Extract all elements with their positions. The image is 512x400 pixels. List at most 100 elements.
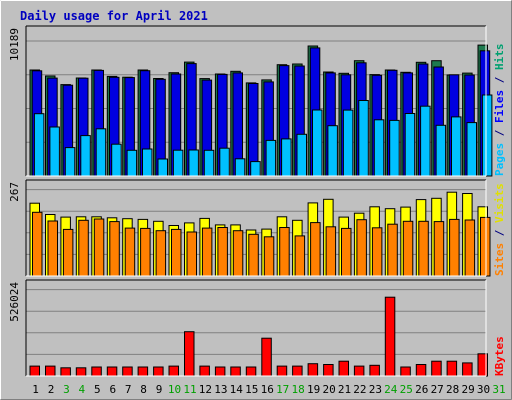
- plot-area: [26, 280, 486, 376]
- bar-sites-day-25: [402, 220, 414, 277]
- x-tick-label-day-12: 12: [199, 383, 212, 396]
- axis-label-part: /: [493, 70, 506, 90]
- x-tick-label-day-8: 8: [140, 383, 147, 396]
- bar-kbytes-day-24: [384, 296, 396, 377]
- x-tick-label-day-26: 26: [415, 383, 428, 396]
- bar-pages-day-9: [157, 158, 168, 177]
- bar-pages-day-15: [250, 161, 261, 177]
- bar-sites-day-20: [325, 226, 337, 277]
- bar-pages-day-3: [64, 147, 76, 177]
- bar-sites-day-1: [32, 211, 43, 277]
- panel-axis-label: KBytes: [493, 336, 506, 376]
- bar-sites-day-26: [418, 220, 429, 277]
- bar-sites-day-30: [480, 216, 491, 277]
- panel-visits-sites: 267 Sites / Visits: [8, 179, 506, 277]
- chart-panels: 10189 Pages / Files / Hits 267 Sites / Visi…: [8, 25, 506, 377]
- bar-pages-day-11: [188, 149, 199, 177]
- bar-sites-day-15: [248, 233, 259, 277]
- axis-label-part: KBytes: [493, 336, 506, 376]
- bar-kbytes-day-3: [60, 367, 71, 377]
- x-tick-label-day-2: 2: [48, 383, 55, 396]
- bar-sites-day-21: [341, 227, 352, 277]
- bar-sites-day-14: [232, 230, 244, 277]
- bar-sites-day-7: [124, 227, 136, 277]
- bar-sites-day-29: [464, 219, 476, 277]
- bar-pages-day-16: [265, 139, 277, 177]
- bar-kbytes-day-20: [323, 364, 334, 377]
- bar-pages-day-8: [142, 148, 153, 177]
- bar-kbytes-day-15: [245, 366, 257, 377]
- x-tick-label-day-14: 14: [230, 383, 244, 396]
- axis-label-part: Hits: [493, 44, 506, 71]
- bar-sites-day-19: [310, 222, 321, 277]
- bar-kbytes-day-9: [153, 366, 164, 377]
- panel-hits-files-pages: 10189 Pages / Files / Hits: [8, 25, 506, 177]
- bar-pages-day-12: [203, 149, 215, 177]
- panel-axis-label: Sites / Visits: [493, 183, 506, 276]
- bar-kbytes-day-19: [307, 363, 319, 377]
- bar-pages-day-20: [327, 125, 338, 177]
- bar-sites-day-23: [371, 227, 383, 277]
- bar-kbytes-day-8: [137, 366, 149, 377]
- bar-pages-day-21: [342, 109, 354, 177]
- bar-pages-day-27: [435, 124, 447, 177]
- bar-kbytes-day-5: [91, 366, 102, 377]
- axis-label-part: Pages: [493, 143, 506, 176]
- bar-sites-day-28: [449, 218, 460, 277]
- x-tick-label-day-31: 31: [492, 383, 505, 396]
- bar-kbytes-day-2: [45, 365, 56, 377]
- bar-pages-day-17: [281, 138, 292, 177]
- bar-kbytes-day-11: [184, 331, 195, 377]
- bar-pages-day-19: [312, 109, 323, 177]
- bar-pages-day-22: [358, 100, 369, 177]
- x-axis-labels: 1 2 3 4 5 6 7 8 9 10 11 12 13 14 15 16 17 18 19 20 21 22 23 24 2…: [32, 383, 505, 396]
- y-tick-label: 10189: [8, 28, 21, 61]
- bar-sites-day-6: [109, 221, 120, 277]
- x-tick-label-day-9: 9: [156, 383, 163, 396]
- bar-pages-day-24: [389, 119, 400, 177]
- axis-label-part: Files: [493, 90, 506, 123]
- bar-sites-day-8: [140, 227, 151, 277]
- bar-sites-day-2: [47, 220, 58, 277]
- x-tick-label-day-5: 5: [94, 383, 101, 396]
- x-tick-label-day-19: 19: [307, 383, 320, 396]
- bar-kbytes-day-1: [29, 365, 40, 377]
- bar-pages-day-29: [466, 122, 477, 177]
- bar-kbytes-day-10: [168, 365, 179, 377]
- bar-sites-day-10: [171, 228, 182, 277]
- bar-pages-day-2: [49, 126, 60, 177]
- bar-pages-day-25: [404, 113, 416, 177]
- bar-kbytes-day-22: [353, 365, 365, 377]
- y-tick-label: 526024: [8, 282, 21, 322]
- x-tick-label-day-18: 18: [291, 383, 304, 396]
- bar-kbytes-day-21: [338, 360, 349, 377]
- bar-kbytes-day-16: [261, 337, 272, 377]
- x-tick-label-day-11: 11: [183, 383, 196, 396]
- bar-sites-day-13: [217, 227, 228, 277]
- bar-kbytes-day-6: [106, 366, 118, 377]
- bar-kbytes-day-26: [415, 364, 427, 377]
- bar-kbytes-day-29: [462, 362, 473, 377]
- bar-kbytes-day-7: [122, 366, 133, 377]
- panel-kbytes: 526024 KBytes: [8, 279, 506, 377]
- y-tick-label: 267: [8, 182, 21, 202]
- bar-pages-day-10: [172, 149, 184, 177]
- panel-axis-label: Pages / Files / Hits: [493, 44, 506, 177]
- x-tick-label-day-21: 21: [338, 383, 351, 396]
- bar-kbytes-day-12: [199, 365, 210, 377]
- bar-kbytes-day-17: [276, 365, 288, 377]
- x-tick-label-day-3: 3: [63, 383, 70, 396]
- bar-kbytes-day-18: [292, 365, 303, 377]
- x-tick-label-day-24: 24: [384, 383, 398, 396]
- bar-sites-day-27: [433, 221, 445, 277]
- bar-sites-day-12: [201, 227, 213, 277]
- axis-label-part: Sites: [493, 243, 506, 276]
- bar-pages-day-23: [373, 119, 385, 177]
- bar-pages-day-30: [481, 94, 493, 177]
- x-tick-label-day-20: 20: [322, 383, 335, 396]
- x-tick-label-day-16: 16: [261, 383, 274, 396]
- axis-label-part: Visits: [493, 183, 506, 223]
- x-tick-label-day-15: 15: [245, 383, 258, 396]
- x-tick-label-day-22: 22: [353, 383, 366, 396]
